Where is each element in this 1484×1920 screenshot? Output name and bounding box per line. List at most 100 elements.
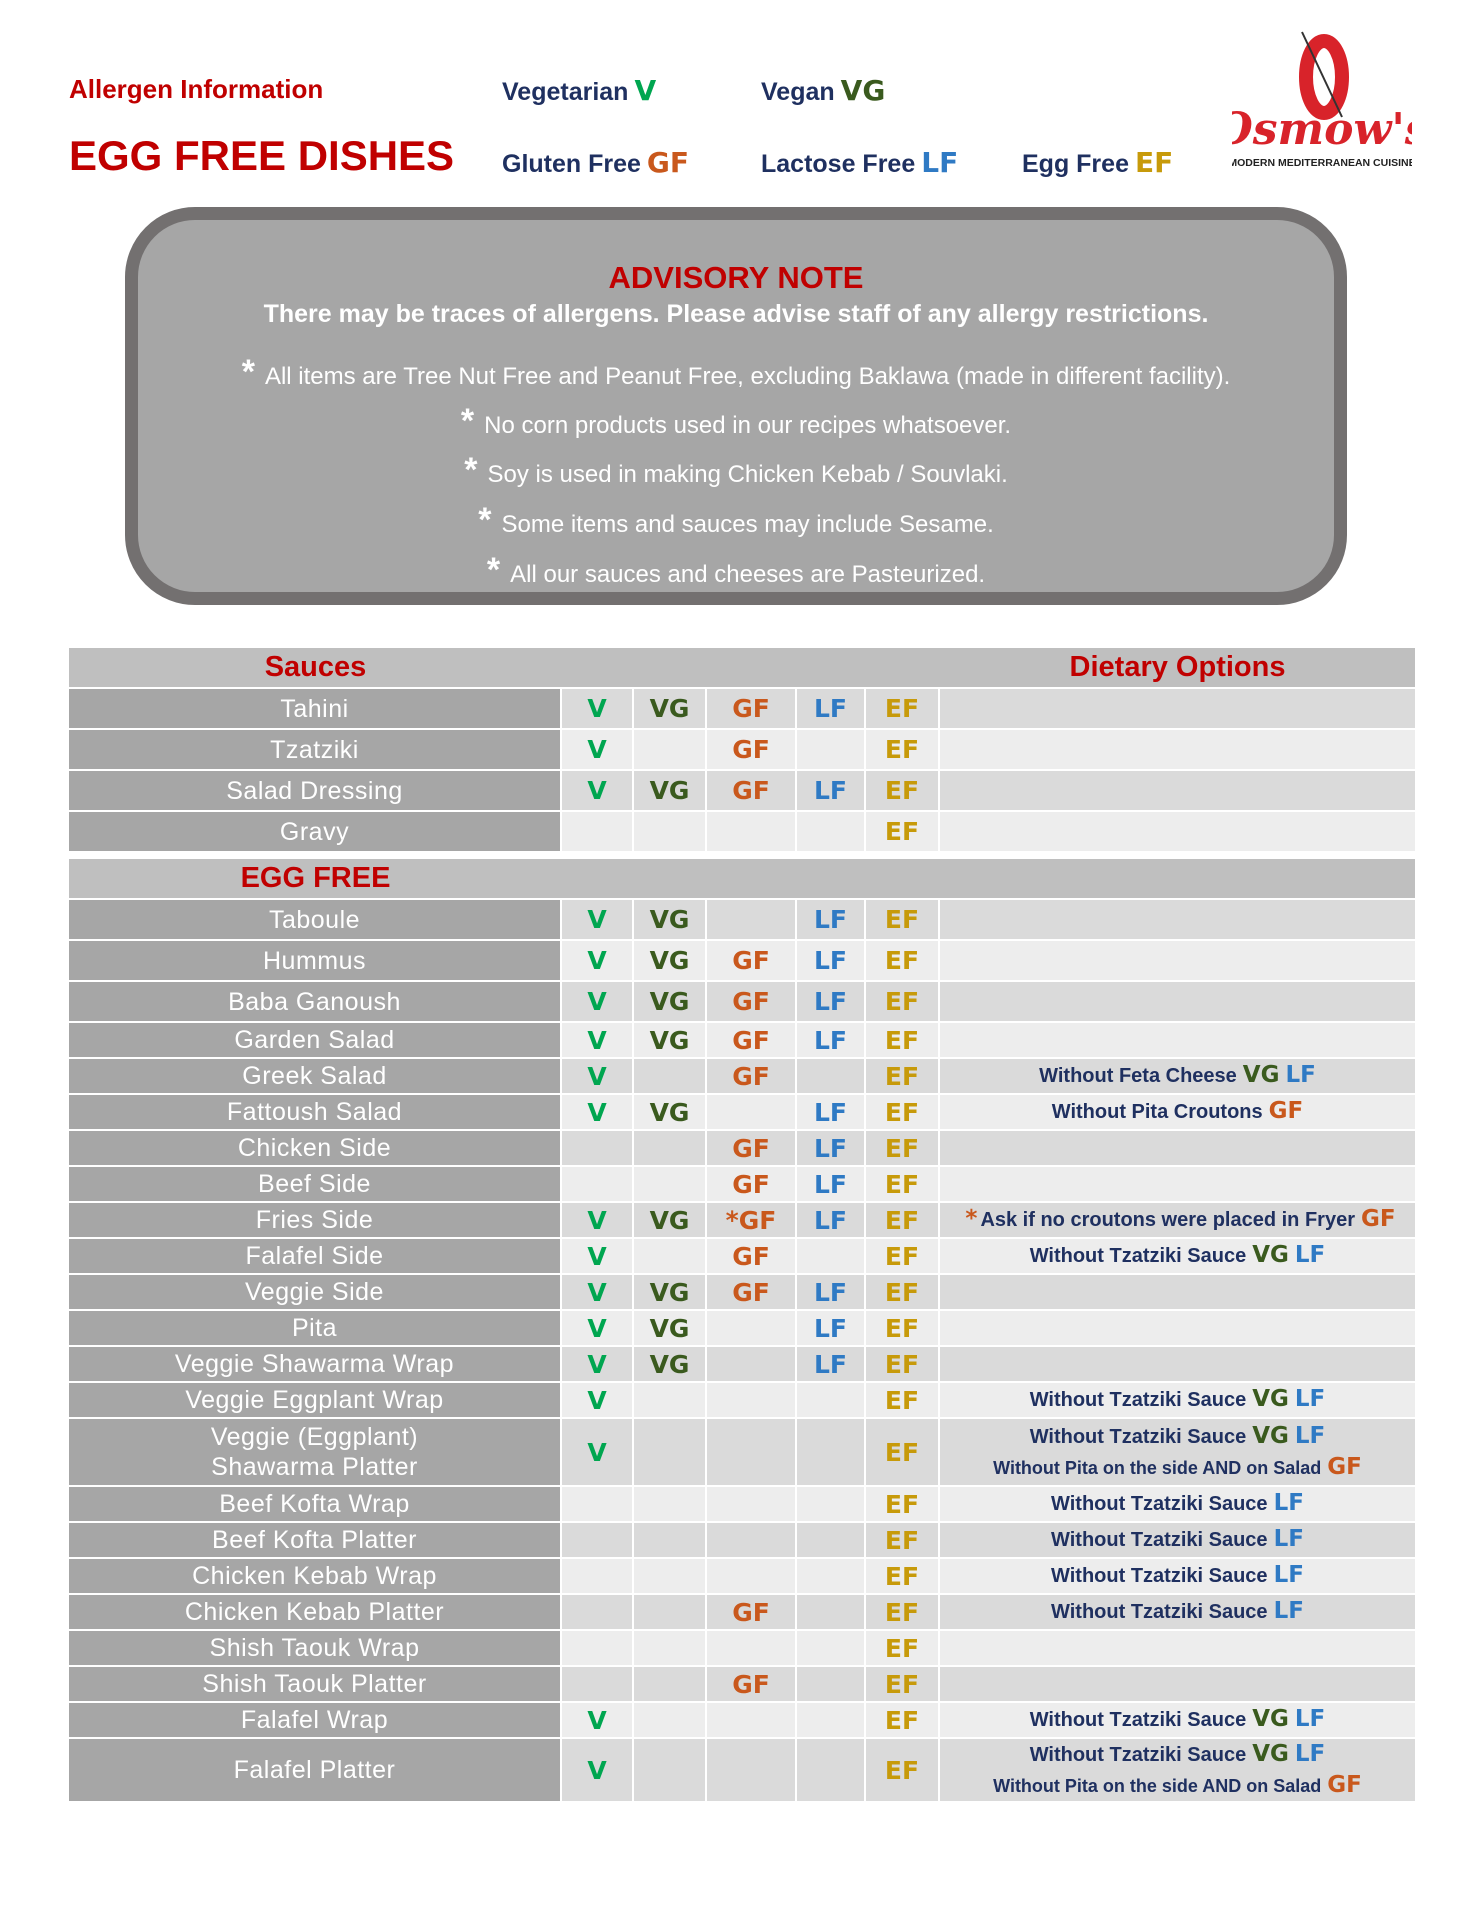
cell-vg: [634, 1487, 707, 1521]
option-line: Without Tzatziki Sauce VG LF: [1030, 1240, 1326, 1271]
tag-gf: GF: [732, 1277, 770, 1307]
option-text: Ask if no croutons were placed in Fryer: [980, 1209, 1355, 1232]
legend-tag: EF: [1134, 146, 1174, 179]
cell-gf: GF: [707, 771, 797, 810]
option-text: Without Pita Croutons: [1051, 1101, 1263, 1124]
table-row: Falafel Platter V EF Without Tzatziki Sauce…: [69, 1739, 1415, 1803]
cell-gf: GF: [707, 1595, 797, 1629]
tag-gf: GF: [732, 694, 770, 723]
item-name: Fries Side: [69, 1203, 562, 1237]
cell-v: V: [562, 1095, 634, 1129]
option-line: Without Tzatziki Sauce VG LF: [1030, 1704, 1326, 1735]
tag-v: V: [587, 905, 607, 934]
section-header: EGG FREE: [69, 859, 1415, 900]
option-line: Without Pita on the side AND on Salad GF: [993, 1452, 1362, 1483]
cell-vg: [634, 730, 707, 769]
tag-v: V: [587, 776, 607, 805]
tag-lf: LF: [813, 776, 847, 805]
tag-gf: GF: [732, 987, 770, 1016]
tag-gf: GF: [1268, 1098, 1304, 1125]
item-name: Beef Side: [69, 1167, 562, 1201]
legend-label: Vegan: [761, 78, 835, 106]
cell-gf: [707, 900, 797, 939]
dietary-options: Without Tzatziki Sauce VG LF: [940, 1703, 1415, 1737]
option-line: Without Tzatziki Sauce VG LF: [1030, 1739, 1326, 1770]
tag-ef: EF: [884, 1349, 920, 1379]
cell-gf: [707, 1095, 797, 1129]
tag-gf: GF: [732, 1241, 770, 1271]
cell-v: V: [562, 941, 634, 980]
table-row: Chicken Kebab Platter GF EF Without Tzatzik…: [69, 1595, 1415, 1631]
item-name: Veggie Eggplant Wrap: [69, 1383, 562, 1417]
cell-v: V: [562, 1347, 634, 1381]
option-line: Without Tzatziki Sauce LF: [1051, 1524, 1304, 1555]
tag-lf: LF: [813, 946, 847, 975]
cell-ef: EF: [866, 1347, 940, 1381]
legend-item-v: Vegetarian V: [502, 74, 656, 107]
tag-gf: GF: [732, 946, 770, 975]
item-name: Salad Dressing: [69, 771, 562, 810]
tag-lf: LF: [813, 1349, 847, 1379]
item-name: Fattoush Salad: [69, 1095, 562, 1129]
tag-gf: GF: [1327, 1772, 1362, 1798]
dietary-options: [940, 1311, 1415, 1345]
tag-v: V: [587, 1241, 607, 1271]
tag-lf: LF: [1294, 1242, 1326, 1269]
table-row: Baba Ganoush V VG GF LF EF: [69, 982, 1415, 1023]
tag-ef: EF: [884, 1097, 920, 1127]
item-name: Beef Kofta Platter: [69, 1523, 562, 1557]
cell-vg: [634, 1419, 707, 1485]
cell-vg: [634, 1739, 707, 1801]
option-line: Without Pita on the side AND on Salad GF: [993, 1770, 1362, 1801]
cell-v: V: [562, 1419, 634, 1485]
item-name: Gravy: [69, 812, 562, 851]
cell-v: V: [562, 900, 634, 939]
tag-v: V: [587, 1385, 607, 1415]
cell-gf: [707, 1311, 797, 1345]
tag-vg: VG: [649, 905, 690, 934]
advisory-note: * No corn products used in our recipes wh…: [138, 402, 1334, 451]
cell-v: V: [562, 1203, 634, 1237]
cell-ef: EF: [866, 1559, 940, 1593]
dietary-options: [940, 1131, 1415, 1165]
option-line: Without Tzatziki Sauce VG LF: [1030, 1384, 1326, 1415]
cell-v: V: [562, 1311, 634, 1345]
tag-vg: VG: [649, 1277, 690, 1307]
tag-gf: GF: [732, 1597, 770, 1627]
advisory-subtitle: There may be traces of allergens. Please…: [263, 300, 1209, 328]
table-row: Hummus V VG GF LF EF: [69, 941, 1415, 982]
cell-ef: EF: [866, 1239, 940, 1273]
option-text: Without Feta Cheese: [1039, 1065, 1237, 1088]
table-row: Garden Salad V VG GF LF EF: [69, 1023, 1415, 1059]
cell-gf: [707, 1383, 797, 1417]
dietary-options: Without Tzatziki Sauce VG LF: [940, 1239, 1415, 1273]
cell-gf: [707, 1487, 797, 1521]
tag-v: V: [587, 1025, 607, 1055]
item-name: Greek Salad: [69, 1059, 562, 1093]
table-row: Beef Kofta Platter EF Without Tzatziki Sau…: [69, 1523, 1415, 1559]
option-line: Without Pita Croutons GF: [1052, 1096, 1304, 1127]
legend-label: Egg Free: [1022, 150, 1129, 178]
tag-vg: VG: [649, 946, 690, 975]
cell-vg: [634, 1559, 707, 1593]
dietary-table: Sauces Dietary Options Tahini V VG GF LF EF Tzat…: [69, 648, 1415, 1803]
option-line: Without Feta Cheese VG LF: [1039, 1060, 1316, 1091]
cell-lf: [797, 1667, 866, 1701]
cell-vg: [634, 1167, 707, 1201]
option-line: Without Tzatziki Sauce LF: [1051, 1560, 1304, 1591]
cell-v: V: [562, 1023, 634, 1057]
cell-vg: VG: [634, 1347, 707, 1381]
tag-lf: LF: [1273, 1562, 1304, 1589]
tag-lf: LF: [1273, 1490, 1304, 1517]
dietary-options: [940, 1631, 1415, 1665]
dietary-options: [940, 771, 1415, 810]
tag-lf: LF: [813, 1205, 847, 1235]
table-row: Beef Kofta Wrap EF Without Tzatziki Sauce L…: [69, 1487, 1415, 1523]
cell-gf: GF: [707, 1239, 797, 1273]
cell-ef: EF: [866, 1487, 940, 1521]
tag-vg: VG: [1252, 1422, 1289, 1449]
tag-ef: EF: [884, 1169, 920, 1199]
cell-v: [562, 1595, 634, 1629]
advisory-note: * Some items and sauces may include Sesam…: [138, 501, 1334, 550]
cell-v: [562, 1559, 634, 1593]
